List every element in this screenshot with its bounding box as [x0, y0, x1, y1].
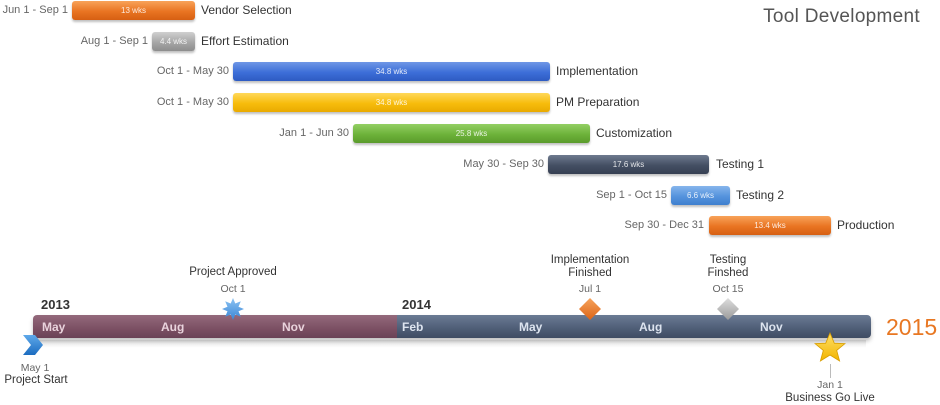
task-name: Testing 1	[716, 157, 765, 171]
month-label: Feb	[402, 320, 424, 334]
task-name: Customization	[596, 126, 673, 140]
task-name: Implementation	[556, 64, 639, 78]
task-duration: 13 wks	[121, 6, 146, 15]
month-label: May	[42, 320, 66, 334]
milestone-label: Business Go Live	[785, 392, 875, 404]
task-bar[interactable]: 13 wks	[72, 1, 195, 20]
year-label-mid: 2014	[402, 297, 431, 312]
star-icon[interactable]	[814, 332, 846, 364]
task-row: Sep 1 - Oct 15 6.6 wks Testing 2	[0, 186, 940, 206]
task-duration: 34.8 wks	[375, 67, 408, 76]
task-bar[interactable]: 4.4 wks	[152, 32, 195, 51]
milestone-date: Oct 1	[220, 283, 246, 295]
chevron-arrow-icon[interactable]	[21, 333, 45, 357]
task-bar[interactable]: 34.8 wks	[233, 62, 550, 81]
task-bar[interactable]: 17.6 wks	[548, 155, 709, 174]
task-dates: Oct 1 - May 30	[156, 96, 229, 108]
task-row: Jun 1 - Sep 1 13 wks Vendor Selection	[0, 1, 940, 21]
milestone-date: Jan 1	[817, 379, 843, 391]
month-label: Nov	[760, 320, 783, 334]
task-dates: Sep 30 - Dec 31	[624, 219, 705, 231]
month-label: Nov	[282, 320, 305, 334]
task-row: Oct 1 - May 30 34.8 wks Implementation	[0, 62, 940, 82]
month-label: Aug	[639, 320, 663, 334]
month-label: May	[519, 320, 543, 334]
task-name: Vendor Selection	[201, 3, 292, 17]
task-bar[interactable]: 6.6 wks	[671, 186, 730, 205]
month-label: Aug	[161, 320, 185, 334]
milestone-stem	[830, 364, 831, 378]
task-name: Production	[837, 218, 895, 232]
milestone-date: May 1	[20, 362, 50, 374]
milestone-label: Finished	[568, 267, 612, 279]
timeline-bar: May Aug Nov Feb May Aug Nov	[33, 315, 871, 338]
task-dates: May 30 - Sep 30	[463, 158, 544, 170]
task-duration: 6.6 wks	[686, 191, 715, 200]
task-dates: Sep 1 - Oct 15	[596, 189, 667, 201]
task-name: Effort Estimation	[201, 34, 289, 48]
milestone-label: Finshed	[707, 267, 749, 279]
task-name: PM Preparation	[556, 95, 640, 109]
task-bar[interactable]: 34.8 wks	[233, 93, 550, 112]
milestone-label: Project Approved	[189, 266, 277, 278]
starburst-icon[interactable]	[221, 297, 245, 321]
task-row: Oct 1 - May 30 34.8 wks PM Preparation	[0, 93, 940, 113]
milestone-label: Project Start	[4, 374, 68, 386]
year-label-end: 2015	[886, 314, 938, 340]
task-dates: Aug 1 - Sep 1	[80, 35, 148, 47]
diamond-icon[interactable]	[578, 297, 602, 321]
task-duration: 17.6 wks	[612, 160, 645, 169]
timeline-segment-2014	[397, 315, 871, 338]
timeline-reflection	[38, 340, 866, 348]
year-label-start: 2013	[41, 297, 70, 312]
diamond-icon[interactable]	[716, 297, 740, 321]
task-dates: Jan 1 - Jun 30	[279, 127, 349, 139]
task-row: Jan 1 - Jun 30 25.8 wks Customization	[0, 124, 940, 144]
timeline-segment-2013	[33, 315, 397, 338]
task-dates: Oct 1 - May 30	[156, 65, 229, 77]
task-name: Testing 2	[736, 188, 785, 202]
task-dates: Jun 1 - Sep 1	[2, 4, 68, 16]
task-duration: 4.4 wks	[159, 37, 188, 46]
chart-title: Tool Development	[763, 6, 920, 27]
milestone-date: Jul 1	[578, 283, 602, 295]
milestone-label: Testing	[709, 254, 747, 266]
task-row: May 30 - Sep 30 17.6 wks Testing 1	[0, 155, 940, 175]
task-duration: 25.8 wks	[455, 129, 488, 138]
task-duration: 34.8 wks	[375, 98, 408, 107]
task-bar[interactable]: 13.4 wks	[709, 216, 831, 235]
task-row: Aug 1 - Sep 1 4.4 wks Effort Estimation	[0, 32, 940, 52]
task-duration: 13.4 wks	[754, 221, 786, 230]
task-bar[interactable]: 25.8 wks	[353, 124, 590, 143]
milestone-date: Oct 15	[712, 283, 744, 295]
milestone-label: Implementation	[550, 254, 630, 266]
task-row: Sep 30 - Dec 31 13.4 wks Production	[0, 216, 940, 236]
